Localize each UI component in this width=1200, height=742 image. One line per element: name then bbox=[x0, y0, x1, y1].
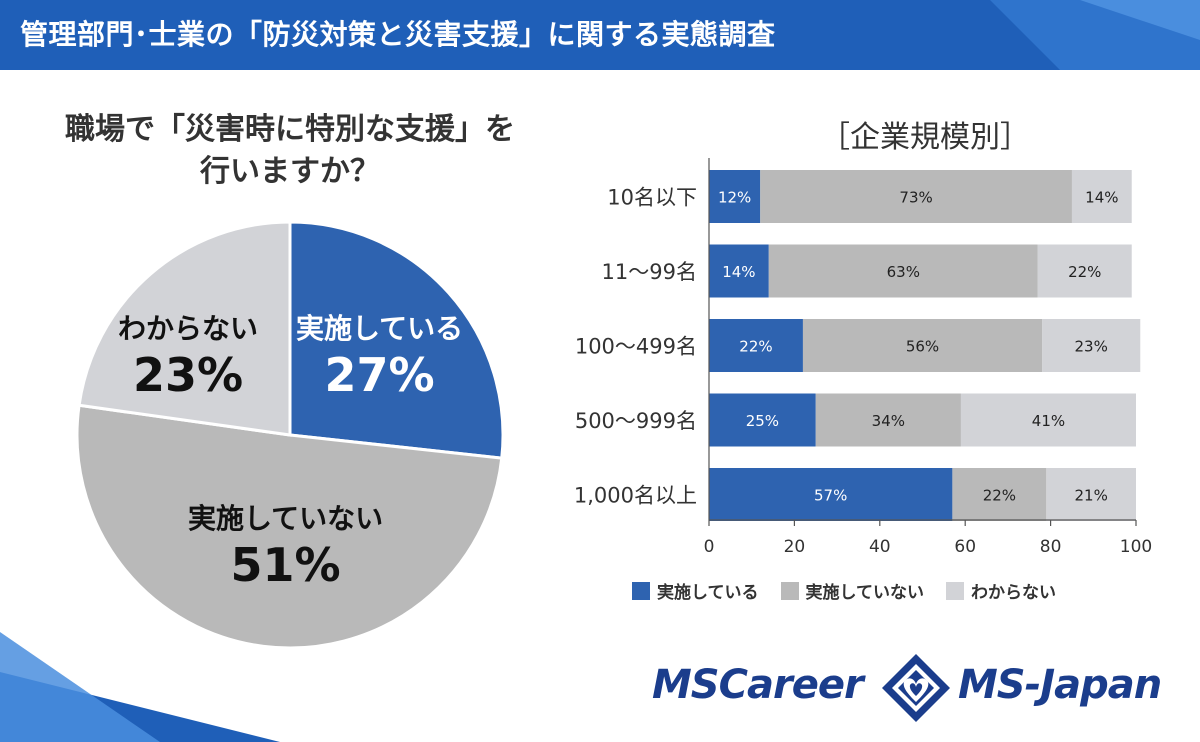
bar-data-label: 57% bbox=[814, 487, 847, 505]
pie-title-line1: 職場で「災害時に特別な支援」を bbox=[65, 112, 515, 147]
bar-data-label: 73% bbox=[899, 189, 932, 207]
page-title: 管理部門･士業の「防災対策と災害支援」に関する実態調査 bbox=[20, 18, 776, 51]
bar-data-label: 22% bbox=[739, 338, 772, 356]
bar-segment-unknown bbox=[1042, 319, 1141, 372]
pie-slice-not-implemented bbox=[75, 403, 504, 650]
legend-label-not-implemented: 実施していない bbox=[805, 583, 925, 603]
header-banner bbox=[0, 0, 1200, 70]
legend-item-unknown: わからない bbox=[946, 578, 1056, 603]
x-tick-label: 60 bbox=[954, 537, 976, 557]
x-tick-label: 40 bbox=[869, 537, 891, 557]
x-tick-label: 80 bbox=[1040, 537, 1062, 557]
bar-segment-not-implemented bbox=[768, 244, 1038, 298]
legend-label-unknown: わからない bbox=[971, 583, 1056, 603]
legend-swatch-not-implemented bbox=[780, 581, 799, 600]
bar-data-label: 23% bbox=[1074, 338, 1107, 356]
corner-decoration bbox=[0, 632, 280, 742]
pie-label-implemented-pct: 27% bbox=[324, 348, 435, 402]
category-label: 11〜99名 bbox=[602, 260, 697, 284]
bar-data-label: 22% bbox=[983, 487, 1016, 505]
bar-data-label: 14% bbox=[1085, 189, 1118, 207]
bar-segment-implemented bbox=[709, 393, 816, 447]
x-tick-label: 20 bbox=[784, 537, 806, 557]
pie-label-unknown: わからない 23% bbox=[118, 312, 258, 404]
bar-data-label: 41% bbox=[1032, 412, 1065, 430]
pie-slice-implemented bbox=[288, 220, 505, 460]
bar-segment-implemented bbox=[709, 319, 803, 372]
ms-japan-mark-icon bbox=[882, 654, 950, 722]
bar-chart-title: ［企業規模別］ bbox=[820, 120, 1030, 155]
bar-segment-not-implemented bbox=[802, 319, 1043, 372]
bar-segment-not-implemented bbox=[952, 468, 1047, 521]
bar-data-label: 63% bbox=[887, 263, 920, 281]
category-label: 500〜999名 bbox=[575, 409, 697, 433]
legend-item-not-implemented: 実施していない bbox=[780, 578, 925, 603]
bar-segment-implemented bbox=[709, 170, 761, 223]
bar-legend: 実施している 実施していない わからない bbox=[632, 578, 1056, 603]
pie-label-unknown-name: わからない bbox=[118, 312, 259, 345]
mscareer-logo: MSCareer bbox=[652, 662, 864, 708]
bar-segment-implemented bbox=[709, 244, 769, 298]
pie-label-not-implemented-pct: 51% bbox=[230, 538, 341, 592]
bar-segment-unknown bbox=[960, 393, 1136, 447]
bar-segment-unknown bbox=[1071, 170, 1132, 223]
category-label: 1,000名以上 bbox=[574, 484, 697, 508]
pie-label-unknown-pct: 23% bbox=[132, 348, 244, 402]
pie-label-implemented-name: 実施している bbox=[296, 312, 464, 345]
bar-segment-unknown bbox=[1037, 244, 1132, 298]
x-tick-label: 100 bbox=[1120, 537, 1152, 557]
pie-label-implemented: 実施している 27% bbox=[296, 312, 463, 404]
pie-chart bbox=[75, 220, 505, 650]
legend-label-implemented: 実施している bbox=[657, 583, 759, 603]
bar-segment-not-implemented bbox=[815, 393, 961, 447]
pie-title-line2: 行いますか？ bbox=[200, 154, 380, 189]
bar-segment-implemented bbox=[709, 468, 953, 521]
x-tick-label: 0 bbox=[704, 537, 715, 557]
legend-swatch-implemented bbox=[632, 581, 650, 600]
legend-swatch-unknown bbox=[946, 581, 964, 600]
pie-label-not-implemented: 実施していない 51% bbox=[188, 502, 383, 594]
bar-data-label: 34% bbox=[872, 412, 905, 430]
pie-slice-unknown bbox=[77, 220, 292, 437]
bar-data-label: 25% bbox=[746, 412, 779, 430]
category-label: 100〜499名 bbox=[575, 335, 697, 359]
bar-segment-not-implemented bbox=[760, 170, 1072, 223]
pie-label-not-implemented-name: 実施していない bbox=[188, 502, 384, 535]
bar-data-label: 21% bbox=[1074, 487, 1107, 505]
legend-item-implemented: 実施している bbox=[632, 578, 759, 603]
category-label: 10名以下 bbox=[607, 186, 697, 210]
bar-data-label: 56% bbox=[906, 338, 939, 356]
bar-data-label: 12% bbox=[718, 189, 751, 207]
bar-data-label: 22% bbox=[1068, 263, 1101, 281]
bar-data-label: 14% bbox=[722, 263, 755, 281]
ms-japan-logo: MS-Japan bbox=[958, 662, 1162, 708]
bar-segment-unknown bbox=[1046, 468, 1136, 521]
